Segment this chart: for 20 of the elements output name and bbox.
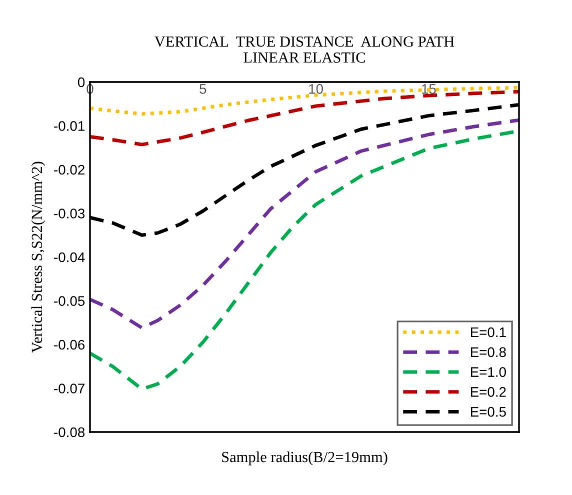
y-tick-label: -0.08 xyxy=(54,427,85,438)
x-tick-label: 10 xyxy=(309,84,323,94)
y-tick-label: -0.02 xyxy=(54,164,84,175)
x-tick-label: 5 xyxy=(200,84,206,94)
legend-label: E=0.5 xyxy=(470,406,506,417)
y-tick-label: -0.03 xyxy=(54,208,85,218)
y-tick-label: -0.04 xyxy=(54,252,85,262)
y-tick-label: -0.06 xyxy=(54,340,85,350)
legend-label: E=1.0 xyxy=(470,367,506,377)
y-axis-title: Vertical Stress S,S22(N/mm^2) xyxy=(31,162,46,353)
y-tick-label: -0.01 xyxy=(54,121,84,131)
y-tick-label: 0 xyxy=(78,77,85,88)
legend-label: E=0.2 xyxy=(470,387,506,397)
y-tick-label: -0.05 xyxy=(54,296,85,306)
legend-label: E=0.1 xyxy=(470,327,506,338)
chart-title: VERTICAL TRUE DISTANCE ALONG PATH LINEAR ELASTIC xyxy=(154,36,454,63)
x-tick-label: 15 xyxy=(422,84,436,94)
x-axis-title: Sample radius(B/2=19mm) xyxy=(222,451,388,466)
legend-label: E=0.8 xyxy=(470,347,506,358)
y-tick-label: -0.07 xyxy=(54,384,84,394)
